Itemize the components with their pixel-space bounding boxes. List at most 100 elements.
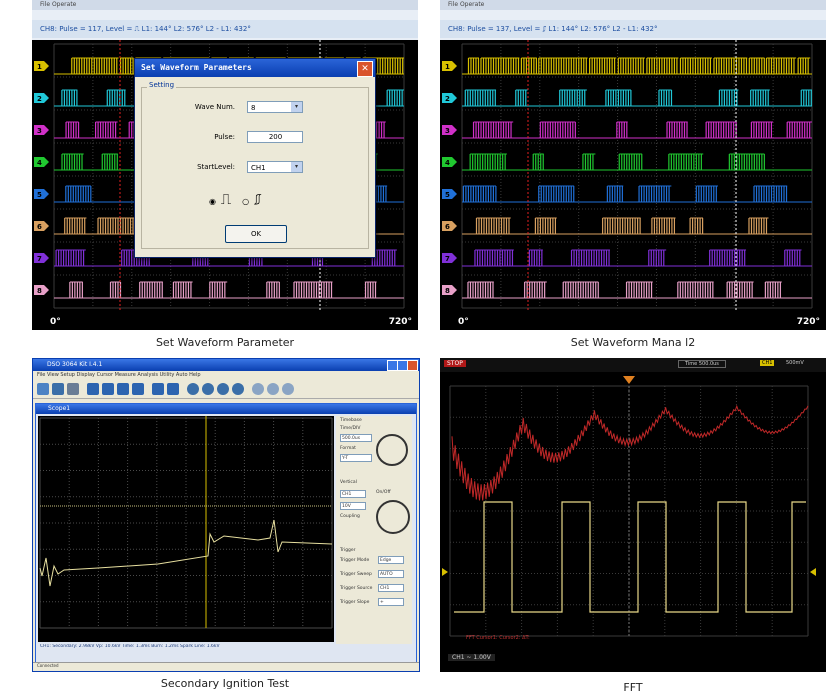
toolbar [33,380,419,399]
cursor-icon[interactable] [102,383,114,395]
chevron-down-icon[interactable]: ▾ [291,102,302,112]
ref-icon[interactable] [167,383,179,395]
math-icon[interactable] [152,383,164,395]
time-div-select[interactable]: 500.0us [340,434,372,442]
channel-readout: CH1 ~ 1.00V [448,654,495,661]
stop-icon[interactable] [202,383,214,395]
format-select[interactable]: Y-T [340,454,372,462]
open-icon[interactable] [37,383,49,395]
format-value: Y-T [342,456,349,461]
zoom-out-icon[interactable] [267,383,279,395]
fft-display [442,376,816,637]
channel-marker[interactable]: 6 [34,221,49,231]
channel-marker[interactable]: 3 [442,125,457,135]
channel-marker[interactable]: 1 [34,61,49,71]
run-icon[interactable] [187,383,199,395]
zoom-in-icon[interactable] [252,383,264,395]
panel-fft: STOP Time 500.0us CH1 500mV FFT Cursor1:… [440,358,826,672]
falling-radio[interactable]: ○ [242,197,250,206]
panel-set-waveform-manage: File Operate CH8: Pulse = 137, Level = ⎎… [440,0,826,330]
trigger-level-marker [810,568,816,576]
status-bar: Connected [33,662,419,671]
channel-marker[interactable]: 8 [34,285,49,295]
channel-marker-label: 1 [37,63,42,71]
channel-icon[interactable] [117,383,129,395]
wave-num-select[interactable]: 8 ▾ [247,101,303,113]
setting-group-label: Setting [147,81,177,89]
chevron-down-icon[interactable]: ▾ [291,162,302,172]
ok-button[interactable]: OK [225,225,287,243]
logic-waveforms: 1 2 3 4 5 6 7 8 [442,40,813,310]
degree-end: 720° [388,317,412,327]
channel-marker[interactable]: 3 [34,125,49,135]
trigger-slope-value: + [380,600,384,605]
trigger-source-label: Trigger Source [340,586,373,591]
menu-bar[interactable]: File Operate [440,0,826,10]
channel-marker-shape [34,189,49,199]
measure-line: CH1: Secondary: 2.98kV Vp: 10.6kV Time: … [40,644,220,649]
measure-readout: FFT Cursor1: Cursor2: ΔT: [466,635,530,641]
auto-icon[interactable] [232,383,244,395]
status-text: Connected [37,663,59,668]
degree-start: 0° [50,317,61,327]
menu-bar[interactable]: File Operate [32,0,418,10]
channel-marker-label: 4 [37,159,42,167]
timebase-knob[interactable] [376,434,408,466]
single-icon[interactable] [217,383,229,395]
channel-marker-shape [442,157,457,167]
trigger-source-select[interactable]: CH1 [378,584,404,592]
channel-marker-shape [442,285,457,295]
channel-badge: CH1 [760,360,775,366]
window-controls [387,360,418,371]
channel-marker[interactable]: 7 [442,253,457,263]
volt-knob[interactable] [376,500,410,534]
help-icon[interactable] [282,383,294,395]
rising-radio[interactable]: ◉ [209,197,216,206]
coupling-label: Coupling [340,514,360,519]
close-icon[interactable] [407,360,418,371]
start-level-value: CH1 [251,164,266,172]
logic-display: 1 2 3 4 5 6 7 8 0° 720° [440,40,826,330]
channel-marker[interactable]: 2 [34,93,49,103]
print-icon[interactable] [67,383,79,395]
channel-marker-label: 3 [445,127,450,135]
fft-spectrum-trace [451,404,809,501]
close-icon[interactable]: ✕ [357,61,373,77]
measure-icon[interactable] [87,383,99,395]
channel-marker[interactable]: 4 [442,157,457,167]
on-off-checkbox[interactable]: On/Off [376,490,391,495]
fft-top-bar: STOP Time 500.0us CH1 500mV [440,358,826,372]
menu-bar[interactable]: File View Setup Display Cursor Measure A… [33,371,419,380]
dso-app-window: DSO 3064 Kit I.4.1 File View Setup Displ… [32,358,420,672]
channel-marker[interactable]: 5 [34,189,49,199]
channel-value: CH1 [342,492,352,497]
level-radio-group: ◉ ⎍ ○ ⎎ [209,189,319,209]
scope-window: Scope1 CH1: Secondary: 2.98kV Vp: 10.6kV… [35,403,417,669]
trigger-mode-select[interactable]: Edge [378,556,404,564]
channel-marker-shape [442,125,457,135]
status-bar: CH8: Pulse = 137, Level = ⎎ L1: 144° L2:… [440,20,826,38]
scope-title: Scope1 [36,404,416,414]
trigger-sweep-select[interactable]: AUTO [378,570,404,578]
channel-select[interactable]: CH1 [340,490,366,498]
set-waveform-dialog: Set Waveform Parameters ✕ Setting Wave N… [134,58,376,258]
channel-marker[interactable]: 8 [442,285,457,295]
trigger-slope-select[interactable]: + [378,598,404,606]
channel-marker[interactable]: 4 [34,157,49,167]
channel-marker[interactable]: 2 [442,93,457,103]
channel-marker-shape [442,253,457,263]
channel-marker[interactable]: 1 [442,61,457,71]
channel-marker[interactable]: 6 [442,221,457,231]
fft-icon[interactable] [132,383,144,395]
pulse-input[interactable] [247,131,303,143]
channel-marker[interactable]: 5 [442,189,457,199]
rising-edge-icon: ⎍ [220,190,232,208]
channel-marker-shape [34,93,49,103]
vertical-label: Vertical [340,480,357,485]
channel-marker[interactable]: 7 [34,253,49,263]
start-level-select[interactable]: CH1 ▾ [247,161,303,173]
trigger-sweep-value: AUTO [380,572,393,577]
volt-div-select[interactable]: 10V [340,502,366,510]
timebase-label: Timebase [340,418,362,423]
save-icon[interactable] [52,383,64,395]
